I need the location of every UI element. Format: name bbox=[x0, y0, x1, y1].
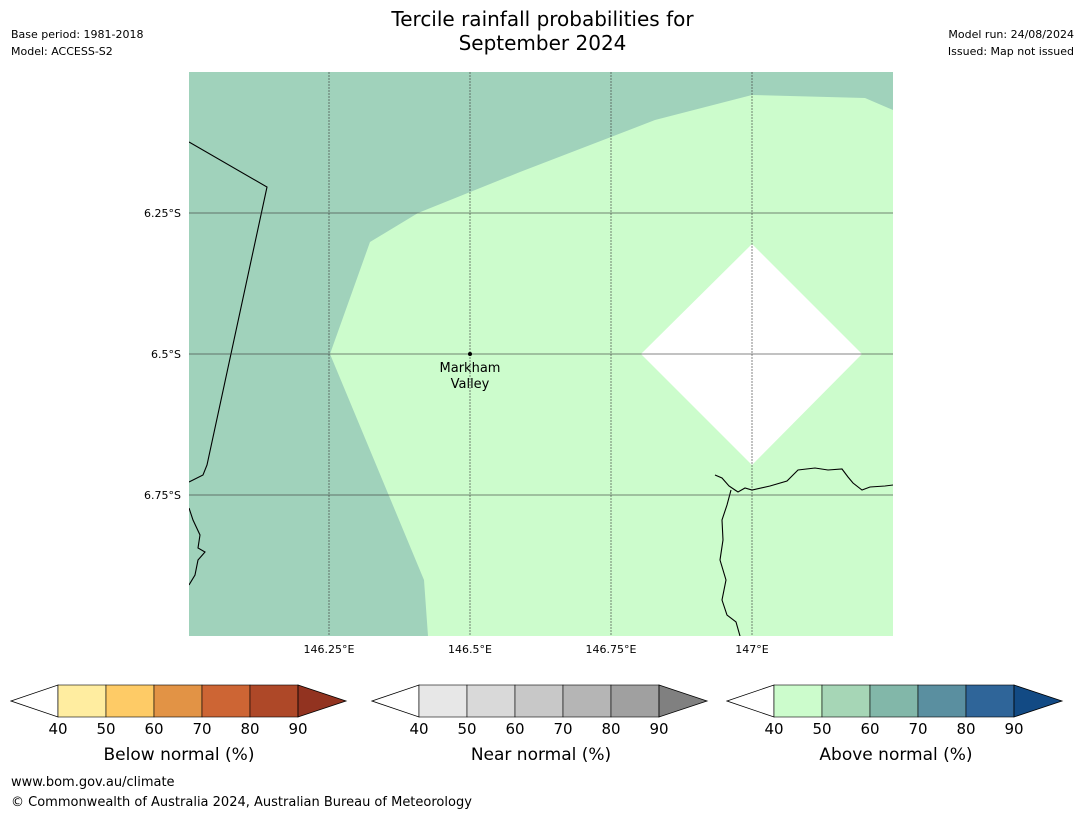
colorbar-segment bbox=[466, 684, 516, 718]
model-name: Model: ACCESS-S2 bbox=[11, 45, 113, 58]
colorbar-segment bbox=[105, 684, 155, 718]
title-line-1: Tercile rainfall probabilities for bbox=[391, 7, 694, 31]
colorbar-extension-min bbox=[726, 684, 775, 718]
colorbar-segment bbox=[965, 684, 1015, 718]
lon-tick-label: 146.5°E bbox=[448, 643, 492, 656]
colorbar-segment bbox=[773, 684, 823, 718]
location-marker bbox=[468, 352, 472, 356]
river-line bbox=[719, 489, 741, 636]
lat-tick-label: 6.5°S bbox=[151, 348, 181, 361]
colorbar-above-normal: 40 50 60 70 80 90 bbox=[726, 684, 1064, 738]
colorbar-tick-label: 50 bbox=[457, 720, 476, 738]
colorbar-extension-min bbox=[371, 684, 420, 718]
colorbar-extension-max bbox=[658, 684, 709, 718]
lon-tick-label: 146.75°E bbox=[586, 643, 637, 656]
lon-tick-label: 147°E bbox=[735, 643, 768, 656]
lat-tick-label: 6.25°S bbox=[144, 207, 181, 220]
colorbar-tick-label: 80 bbox=[240, 720, 259, 738]
footer-copyright: © Commonwealth of Australia 2024, Austra… bbox=[11, 795, 472, 810]
issued-status: Issued: Map not issued bbox=[947, 45, 1074, 58]
colorbar-tick-label: 50 bbox=[812, 720, 831, 738]
above-40-50-region bbox=[330, 95, 893, 636]
colorbar-extension-min bbox=[10, 684, 59, 718]
colorbar-tick-label: 70 bbox=[553, 720, 572, 738]
lat-tick-label: 6.75°S bbox=[144, 489, 181, 502]
place-label-line-2: Valley bbox=[451, 377, 490, 392]
colorbar-tick-label: 80 bbox=[601, 720, 620, 738]
colorbar-tick-label: 50 bbox=[96, 720, 115, 738]
colorbar-tick-label: 60 bbox=[144, 720, 163, 738]
coastline-west bbox=[189, 507, 206, 586]
colorbar-segment bbox=[869, 684, 919, 718]
model-run: Model run: 24/08/2024 bbox=[948, 28, 1074, 41]
colorbar-tick-label: 90 bbox=[288, 720, 307, 738]
colorbar-segment bbox=[249, 684, 299, 718]
meta-left: Base period: 1981-2018 Model: ACCESS-S2 bbox=[11, 26, 143, 60]
colorbar-tick-label: 40 bbox=[409, 720, 428, 738]
colorbar-below-normal: 40 50 60 70 80 90 bbox=[10, 684, 348, 738]
colorbar-segment bbox=[153, 684, 203, 718]
colorbar-label-below: Below normal (%) bbox=[103, 745, 255, 765]
colorbar-tick-label: 40 bbox=[48, 720, 67, 738]
lon-tick-label: 146.25°E bbox=[304, 643, 355, 656]
colorbar-tick-label: 70 bbox=[192, 720, 211, 738]
colorbar-near-normal: 40 50 60 70 80 90 bbox=[371, 684, 709, 738]
title-line-2: September 2024 bbox=[458, 31, 627, 55]
colorbar-tick-label: 60 bbox=[505, 720, 524, 738]
place-label-line-1: Markham bbox=[440, 361, 501, 376]
base-period: Base period: 1981-2018 bbox=[11, 28, 144, 41]
colorbar-segment bbox=[610, 684, 660, 718]
colorbar-segment bbox=[917, 684, 967, 718]
colorbar-tick-label: 40 bbox=[764, 720, 783, 738]
colorbar-tick-label: 90 bbox=[649, 720, 668, 738]
footer-url: www.bom.gov.au/climate bbox=[11, 775, 175, 790]
colorbar-label-above: Above normal (%) bbox=[819, 745, 973, 765]
colorbar-tick-label: 90 bbox=[1004, 720, 1023, 738]
colorbar-segment bbox=[418, 684, 468, 718]
colorbar-segment bbox=[57, 684, 107, 718]
colorbar-segment bbox=[821, 684, 871, 718]
coastline-east bbox=[714, 467, 893, 493]
colorbar-extension-max bbox=[1013, 684, 1064, 718]
colorbar-extension-max bbox=[297, 684, 348, 718]
colorbar-segment bbox=[514, 684, 564, 718]
colorbar-tick-label: 80 bbox=[956, 720, 975, 738]
meta-right: Model run: 24/08/2024 Issued: Map not is… bbox=[948, 26, 1074, 60]
colorbar-tick-label: 70 bbox=[908, 720, 927, 738]
colorbar-label-near: Near normal (%) bbox=[470, 745, 612, 765]
colorbar-segment bbox=[201, 684, 251, 718]
border-line bbox=[189, 141, 268, 483]
map-title: Tercile rainfall probabilities for Septe… bbox=[0, 7, 1085, 55]
colorbar-tick-label: 60 bbox=[860, 720, 879, 738]
colorbar-segment bbox=[562, 684, 612, 718]
